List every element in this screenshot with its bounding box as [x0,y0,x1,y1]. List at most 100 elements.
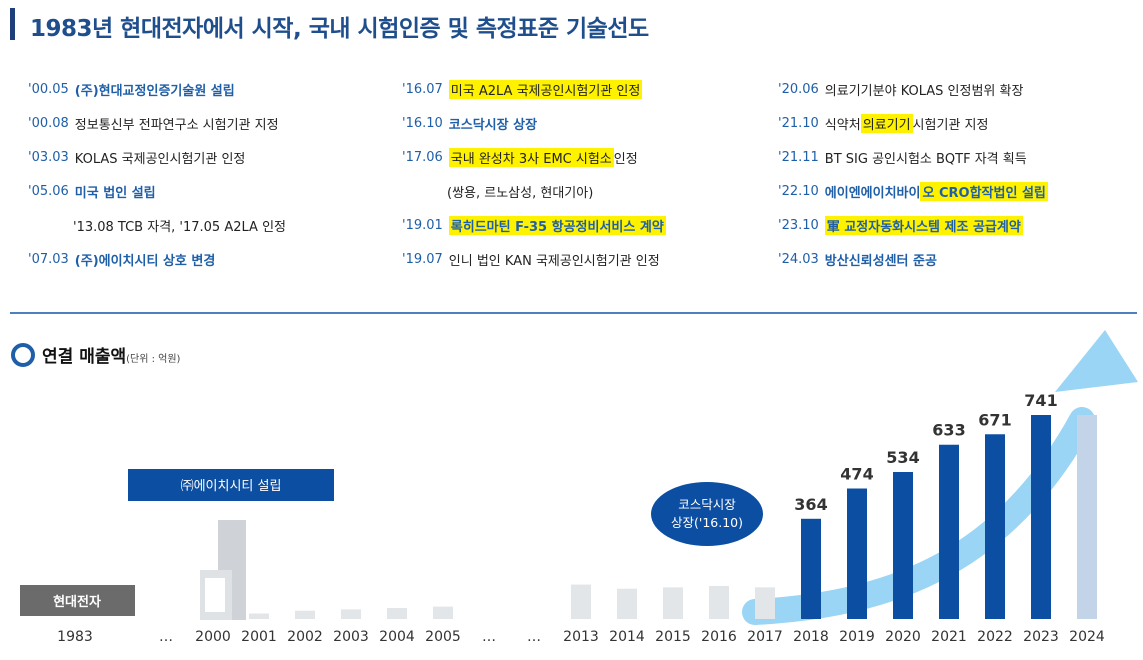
x-tick-label: 2000 [195,629,231,645]
history-text: 코스닥시장 상장 [448,117,538,133]
hyundai-badge [20,585,135,616]
bar-2015 [663,587,683,619]
x-tick-label: 2002 [287,629,323,645]
x-tick-label: 2013 [563,629,599,645]
history-text: 록히드마틴 F-35 항공정비서비스 계약 [448,215,666,235]
history-item: '19.01 록히드마틴 F-35 항공정비서비스 계약 [402,208,666,242]
history-text: 방산신뢰성센터 준공 [824,253,937,269]
kosdaq-label-line2: 상장('16.10) [671,515,743,530]
growth-arrowhead-icon [1055,330,1138,392]
bar-2001 [249,613,269,619]
data-label-2019: 474 [840,465,873,484]
x-tick-label: 2016 [701,629,737,645]
x-tick-label: 2001 [241,629,277,645]
kosdaq-listing-bubble [651,482,763,546]
history-date: '17.06 [402,149,443,165]
x-tick-label: 2022 [977,629,1013,645]
history-item: '16.07 미국 A2LA 국제공인시험기관 인정 [402,72,666,106]
x-tick-label: 2014 [609,629,645,645]
history-date: '03.03 [28,149,69,165]
history-highlight: 오 CRO합작법인 설립 [920,181,1048,201]
history-item: '03.03 KOLAS 국제공인시험기관 인정 [28,140,286,174]
history-text: (주)에이치시티 상호 변경 [74,253,216,269]
revenue-unit: (단위 : 억원) [126,354,181,365]
bar-2017 [755,587,775,619]
x-tick-label: 2004 [379,629,415,645]
x-tick-label: 2015 [655,629,691,645]
history-text: 시험기관 지정 [912,117,989,133]
history-item: '05.06 미국 법인 설립 [28,174,286,208]
history-text: 의료기기분야 KOLAS 인정범위 확장 [824,83,1024,99]
history-date: '00.05 [28,81,69,97]
hct-founded-badge [128,469,334,501]
bar-2018 [801,518,821,619]
section-divider [10,312,1137,314]
history-item: '16.10 코스닥시장 상장 [402,106,666,140]
bar-2013 [571,584,591,619]
x-tick-label: 2021 [931,629,967,645]
circle-bullet-icon [11,343,35,367]
history-date: '19.01 [402,217,443,233]
bar-2016 [709,585,729,619]
history-item: '21.11 BT SIG 공인시험소 BQTF 자격 획득 [778,140,1048,174]
history-text: BT SIG 공인시험소 BQTF 자격 획득 [824,151,1027,167]
bar-2014 [617,588,637,619]
history-text: '13.08 TCB 자격, '17.05 A2LA 인정 [73,219,286,235]
history-item: '21.10 식약처 의료기기 시험기관 지정 [778,106,1048,140]
history-text: (쌍용, 르노삼성, 현대기아) [447,185,594,201]
history-item: '20.06 의료기기분야 KOLAS 인정범위 확장 [778,72,1048,106]
history-date: '07.03 [28,251,69,267]
bar-2021 [939,444,959,619]
bar-2020 [893,471,913,619]
bar-2004 [387,607,407,619]
x-tick-label: 2018 [793,629,829,645]
history-date: '20.06 [778,81,819,97]
data-label-2023: 741 [1024,391,1057,410]
kosdaq-label-line1: 코스닥시장 [678,497,736,512]
history-date: '24.03 [778,251,819,267]
history-highlight: 의료기기 [860,113,913,133]
building-icon-window [205,578,225,612]
history-text: 미국 법인 설립 [74,185,156,201]
hyundai-label: 현대전자 [53,594,101,610]
history-item: '22.10 에이엔에이치바이 오 CRO합작법인 설립 [778,174,1048,208]
bar-2005 [433,606,453,619]
history-text: (주)현대교정인증기술원 설립 [74,83,235,99]
x-tick-label: … [527,629,541,645]
bar-2023 [1031,415,1051,619]
history-item: '24.03 방산신뢰성센터 준공 [778,242,1048,276]
hct-founded-label: ㈜에이치시티 설립 [181,479,282,494]
history-column-3: '20.06 의료기기분야 KOLAS 인정범위 확장 '21.10 식약처 의료기기… [778,72,1048,276]
history-column-1: '00.05 (주)현대교정인증기술원 설립 '00.08 정보통신부 전파연구소 시… [28,72,286,276]
bar-2002 [295,610,315,619]
history-text: 정보통신부 전파연구소 시험기관 지정 [74,117,279,133]
history-text: 인정 [613,151,638,167]
data-label-2018: 364 [794,495,827,514]
history-text: 식약처 [824,117,861,133]
page-title: 1983년 현대전자에서 시작, 국내 시험인증 및 측정표준 기술선도 [30,16,649,42]
revenue-section-title: 연결 매출액(단위 : 억원) [42,342,180,367]
bar-2024 [1077,415,1097,619]
history-text: 미국 A2LA 국제공인시험기관 인정 [448,79,643,99]
history-date: '21.10 [778,115,819,131]
x-tick-label: 2020 [885,629,921,645]
title-accent-bar [10,8,15,40]
history-text: 軍 교정자동화시스템 제조 공급계약 [824,215,1023,235]
history-item: '00.08 정보통신부 전파연구소 시험기관 지정 [28,106,286,140]
x-tick-label: 1983 [57,629,93,645]
data-label-2021: 633 [932,421,965,440]
bar-2022 [985,434,1005,619]
history-item: '00.05 (주)현대교정인증기술원 설립 [28,72,286,106]
history-highlight: 국내 완성차 3사 EMC 시험소 [448,147,614,167]
x-tick-label: … [482,629,496,645]
x-tick-label: 2024 [1069,629,1105,645]
x-tick-label: 2019 [839,629,875,645]
history-date: '23.10 [778,217,819,233]
bar-2003 [341,609,361,619]
history-date: '22.10 [778,183,819,199]
x-tick-label: … [159,629,173,645]
history-item: '07.03 (주)에이치시티 상호 변경 [28,242,286,276]
bar-2019 [847,488,867,619]
history-item: '13.08 TCB 자격, '17.05 A2LA 인정 [28,208,286,242]
